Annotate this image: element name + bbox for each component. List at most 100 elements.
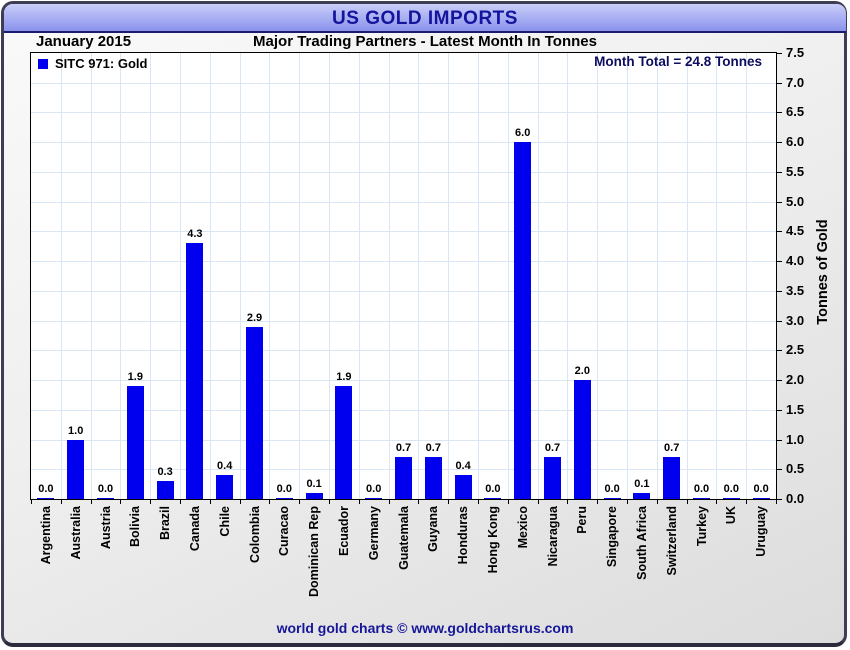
gridline-vertical (150, 53, 152, 499)
bar (603, 497, 621, 499)
gridline-vertical (507, 53, 509, 499)
y-axis-tick (776, 142, 782, 144)
category-label: Australia (68, 506, 83, 560)
bar-value-label: 0.1 (634, 478, 650, 491)
gridline-vertical (239, 53, 241, 499)
x-axis-tick (567, 499, 569, 504)
x-axis-tick (180, 499, 181, 504)
y-axis-tick (776, 82, 782, 84)
category-label: Austria (98, 506, 113, 550)
x-axis-tick (478, 499, 479, 504)
bar (216, 475, 234, 499)
bar (573, 380, 591, 499)
x-axis-tick (507, 499, 509, 504)
category-label: South Africa (634, 506, 649, 580)
x-axis-tick (239, 499, 241, 504)
gridline-vertical (60, 53, 62, 499)
x-axis-tick (209, 499, 211, 504)
category-label: Argentina (38, 506, 53, 565)
gridline-horizontal (31, 171, 776, 173)
y-axis-title: Tonnes of Gold (815, 219, 831, 325)
bar-value-label: 0.0 (723, 482, 739, 495)
bar (693, 497, 710, 499)
gridline-vertical (716, 53, 718, 499)
bar-value-label: 1.9 (336, 371, 352, 383)
bar-value-label: 0.1 (306, 478, 322, 491)
bar (484, 497, 502, 499)
bar (67, 439, 85, 499)
y-axis-tick-label: 0.5 (786, 461, 805, 477)
y-axis-tick (776, 231, 782, 233)
gridline-horizontal (31, 112, 776, 114)
bar (633, 493, 651, 499)
x-axis-tick (656, 499, 658, 504)
gridline-vertical (627, 53, 628, 499)
y-axis-tick-label: 5.0 (786, 193, 805, 209)
bar-value-label: 2.9 (246, 311, 263, 324)
gridline-vertical (358, 53, 360, 499)
legend-swatch-icon (38, 58, 48, 69)
y-axis-tick-label: 7.0 (786, 74, 805, 90)
bar-value-label: 1.0 (68, 424, 84, 437)
y-axis-tick-label: 2.0 (786, 372, 805, 388)
category-label: Guyana (426, 506, 441, 552)
category-label: Canada (187, 506, 202, 552)
bar (305, 493, 323, 499)
x-axis-tick (269, 499, 271, 504)
footer-credit: world gold charts © www.goldchartsrus.co… (276, 620, 574, 636)
y-axis-tick (776, 201, 782, 203)
bar (454, 475, 472, 499)
category-label: Honduras (456, 506, 471, 565)
x-axis-tick (716, 499, 718, 504)
gridline-horizontal (31, 82, 776, 84)
bar (126, 386, 144, 499)
gridline-vertical (418, 53, 420, 499)
category-label: Guatemala (396, 506, 411, 570)
x-axis-tick (358, 499, 360, 504)
category-label: Uruguay (754, 506, 769, 557)
bar (275, 497, 293, 499)
gridline-horizontal (31, 201, 776, 203)
bar-value-label: 0.7 (425, 442, 441, 455)
bar (544, 457, 561, 499)
category-label: Turkey (694, 506, 709, 547)
gridline-vertical (656, 53, 658, 499)
gridline-vertical (209, 53, 211, 499)
y-axis-tick-label: 1.0 (786, 431, 805, 447)
bar-value-label: 0.7 (395, 442, 412, 455)
gridline-vertical (90, 53, 92, 499)
gridline-horizontal (31, 409, 776, 411)
bar-value-label: 2.0 (574, 365, 590, 378)
title-bar: US GOLD IMPORTS (4, 4, 846, 33)
y-axis-tick (776, 380, 782, 382)
x-axis-tick (686, 499, 688, 504)
y-axis-tick-label: 6.0 (786, 134, 805, 150)
bar (246, 326, 263, 499)
bar-value-label: 0.0 (604, 482, 620, 495)
x-axis-tick (418, 499, 420, 504)
x-axis-tick (60, 499, 62, 504)
gridline-horizontal (31, 231, 776, 233)
gridline-horizontal (31, 380, 776, 382)
bar-value-label: 0.0 (276, 482, 292, 495)
bar (663, 457, 681, 499)
gridline-vertical (686, 53, 688, 499)
y-axis-tick (776, 112, 782, 114)
bar-value-label: 0.4 (217, 460, 233, 473)
y-axis-tick-label: 3.5 (786, 282, 805, 298)
bar (395, 457, 412, 499)
bar-value-label: 0.0 (693, 482, 710, 495)
gridline-horizontal (31, 261, 776, 263)
gridline-vertical (120, 53, 122, 499)
bar-value-label: 1.9 (127, 371, 143, 383)
bar-value-label: 0.3 (157, 466, 173, 479)
category-label: UK (724, 506, 739, 525)
gridline-horizontal (31, 350, 776, 352)
legend: SITC 971: Gold (38, 56, 147, 71)
bar (37, 497, 55, 499)
bar (722, 497, 740, 499)
y-axis-tick-label: 4.0 (786, 253, 805, 269)
y-axis-tick-label: 5.5 (786, 163, 805, 179)
category-label: Chile (217, 506, 232, 537)
bar-value-label: 0.0 (97, 482, 114, 495)
